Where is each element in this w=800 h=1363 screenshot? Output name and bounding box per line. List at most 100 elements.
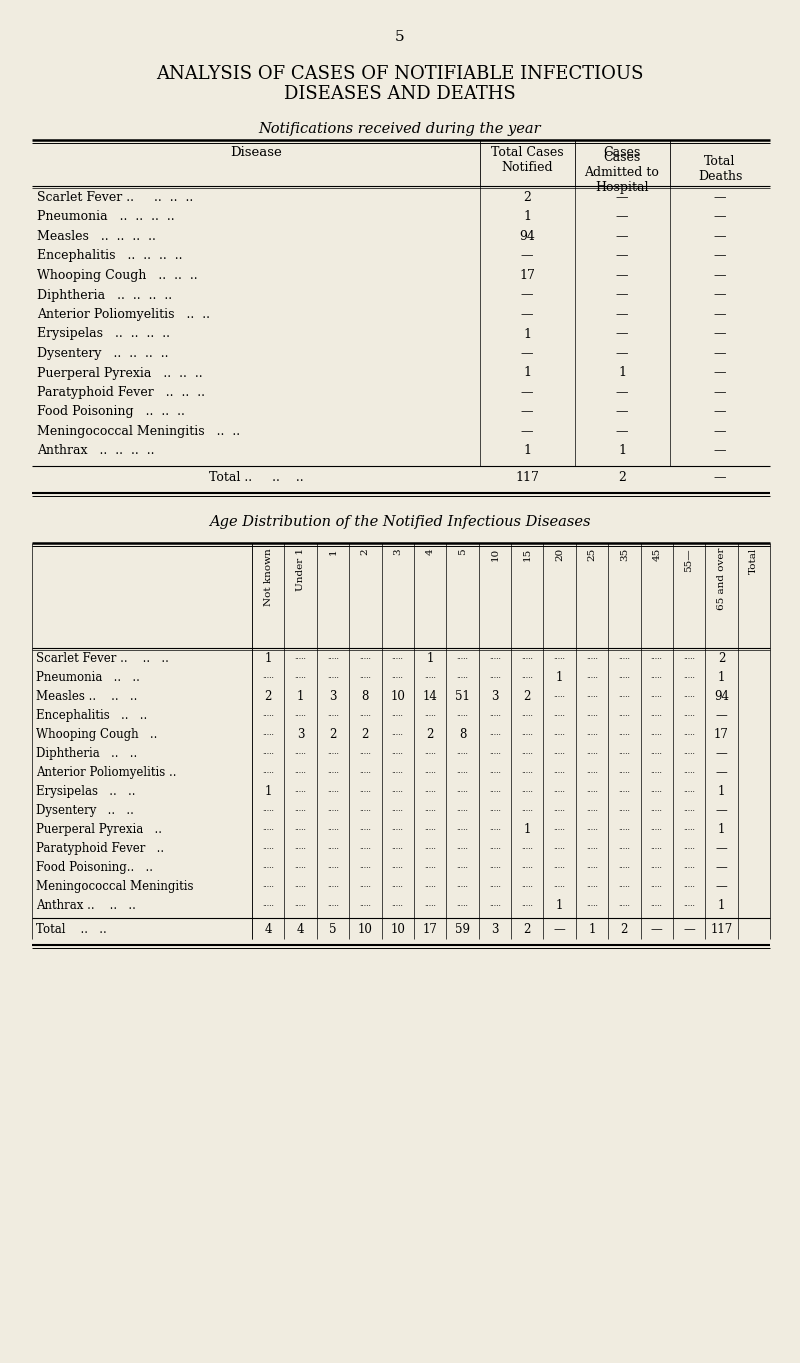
Text: 2: 2: [523, 690, 531, 703]
Text: —: —: [715, 842, 727, 855]
Text: 1: 1: [718, 823, 725, 836]
Text: .....: .....: [683, 786, 695, 795]
Text: .....: .....: [586, 672, 598, 680]
Text: .....: .....: [327, 880, 339, 889]
Text: .....: .....: [554, 880, 566, 889]
Text: .....: .....: [683, 710, 695, 718]
Text: .....: .....: [359, 653, 371, 661]
Text: .....: .....: [586, 842, 598, 851]
Text: .....: .....: [650, 842, 662, 851]
Text: Measles ..    ..   ..: Measles .. .. ..: [36, 690, 138, 703]
Text: .....: .....: [683, 880, 695, 889]
Text: 3: 3: [491, 690, 498, 703]
Text: 1: 1: [329, 548, 338, 555]
Text: .....: .....: [522, 767, 533, 776]
Text: .....: .....: [618, 672, 630, 680]
Text: 59: 59: [455, 923, 470, 936]
Text: .....: .....: [262, 806, 274, 812]
Text: .....: .....: [294, 748, 306, 756]
Text: .....: .....: [392, 653, 404, 661]
Text: .....: .....: [359, 748, 371, 756]
Text: .....: .....: [359, 806, 371, 812]
Text: .....: .....: [392, 729, 404, 737]
Text: Cases: Cases: [603, 146, 641, 159]
Text: .....: .....: [294, 861, 306, 870]
Text: —: —: [616, 249, 628, 263]
Text: 1: 1: [523, 327, 531, 341]
Text: 1: 1: [523, 823, 531, 836]
Text: Total    ..   ..: Total .. ..: [36, 923, 106, 936]
Text: Total: Total: [750, 548, 758, 574]
Text: .....: .....: [424, 861, 436, 870]
Text: 3: 3: [491, 923, 498, 936]
Text: .....: .....: [618, 691, 630, 699]
Text: Scarlet Fever ..     ..  ..  ..: Scarlet Fever .. .. .. ..: [37, 191, 194, 204]
Text: .....: .....: [586, 786, 598, 795]
Text: —: —: [714, 308, 726, 322]
Text: .....: .....: [392, 806, 404, 812]
Text: —: —: [521, 249, 534, 263]
Text: .....: .....: [392, 861, 404, 870]
Text: .....: .....: [618, 729, 630, 737]
Text: —: —: [521, 386, 534, 399]
Text: —: —: [715, 861, 727, 874]
Text: 117: 117: [710, 923, 733, 936]
Text: 1: 1: [523, 444, 531, 458]
Text: Total
Deaths: Total Deaths: [698, 155, 742, 183]
Text: 10: 10: [390, 690, 405, 703]
Text: .....: .....: [294, 880, 306, 889]
Text: Whooping Cough   ..: Whooping Cough ..: [36, 728, 158, 741]
Text: ANALYSIS OF CASES OF NOTIFIABLE INFECTIOUS: ANALYSIS OF CASES OF NOTIFIABLE INFECTIO…: [156, 65, 644, 83]
Text: —: —: [521, 348, 534, 360]
Text: —: —: [616, 406, 628, 418]
Text: .....: .....: [489, 710, 501, 718]
Text: Diphtheria   ..  ..  ..  ..: Diphtheria .. .. .. ..: [37, 289, 172, 301]
Text: .....: .....: [294, 672, 306, 680]
Text: .....: .....: [457, 653, 468, 661]
Text: .....: .....: [650, 900, 662, 908]
Text: Anthrax ..    ..   ..: Anthrax .. .. ..: [36, 900, 136, 912]
Text: .....: .....: [650, 748, 662, 756]
Text: .....: .....: [650, 825, 662, 831]
Text: 94: 94: [519, 230, 535, 243]
Text: —: —: [616, 210, 628, 224]
Text: .....: .....: [262, 767, 274, 776]
Text: .....: .....: [586, 806, 598, 812]
Text: 10: 10: [390, 923, 405, 936]
Text: —: —: [714, 269, 726, 282]
Text: 4: 4: [265, 923, 272, 936]
Text: 2: 2: [265, 690, 272, 703]
Text: .....: .....: [424, 842, 436, 851]
Text: .....: .....: [457, 842, 468, 851]
Text: 15: 15: [522, 548, 532, 562]
Text: 4: 4: [297, 923, 304, 936]
Text: 1: 1: [265, 785, 272, 797]
Text: .....: .....: [294, 767, 306, 776]
Text: 1: 1: [718, 900, 725, 912]
Text: .....: .....: [554, 825, 566, 831]
Text: Anterior Poliomyelitis   ..  ..: Anterior Poliomyelitis .. ..: [37, 308, 210, 322]
Text: —: —: [714, 386, 726, 399]
Text: 2: 2: [361, 548, 370, 555]
Text: —: —: [715, 804, 727, 816]
Text: .....: .....: [359, 672, 371, 680]
Text: .....: .....: [618, 842, 630, 851]
Text: —: —: [683, 923, 695, 936]
Text: .....: .....: [457, 748, 468, 756]
Text: .....: .....: [650, 729, 662, 737]
Text: .....: .....: [489, 786, 501, 795]
Text: 1: 1: [426, 652, 434, 665]
Text: Erysipelas   ..   ..: Erysipelas .. ..: [36, 785, 135, 797]
Text: .....: .....: [489, 672, 501, 680]
Text: .....: .....: [424, 900, 436, 908]
Text: .....: .....: [262, 748, 274, 756]
Text: .....: .....: [424, 710, 436, 718]
Text: .....: .....: [522, 786, 533, 795]
Text: .....: .....: [650, 880, 662, 889]
Text: .....: .....: [554, 861, 566, 870]
Text: Puerperal Pyrexia   ..: Puerperal Pyrexia ..: [36, 823, 162, 836]
Text: —: —: [521, 289, 534, 301]
Text: .....: .....: [618, 900, 630, 908]
Text: .....: .....: [683, 767, 695, 776]
Text: —: —: [714, 472, 726, 484]
